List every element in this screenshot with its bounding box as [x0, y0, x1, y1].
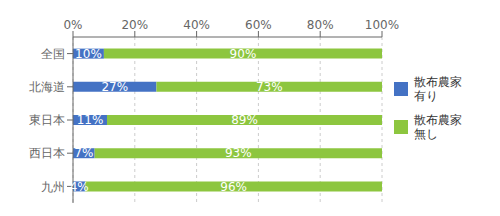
svg-text:東日本: 東日本 [29, 113, 65, 127]
svg-text:20%: 20% [121, 18, 148, 32]
html-text:無し: 無し [414, 127, 438, 141]
svg-text:93%: 93% [225, 146, 252, 160]
svg-text:10%: 10% [75, 47, 102, 61]
svg-text:4%: 4% [70, 180, 89, 194]
svg-text:全国: 全国 [41, 47, 65, 61]
svg-text:90%: 90% [230, 47, 257, 61]
svg-text:40%: 40% [183, 18, 210, 32]
svg-text:27%: 27% [101, 80, 128, 94]
svg-text:89%: 89% [231, 113, 258, 127]
html-text:散布農家: 散布農家 [414, 75, 462, 89]
svg-text:0%: 0% [63, 18, 82, 32]
svg-text:北海道: 北海道 [29, 80, 65, 94]
svg-text:73%: 73% [256, 80, 283, 94]
html-text:散布農家: 散布農家 [414, 113, 462, 127]
svg-text:96%: 96% [220, 180, 247, 194]
svg-text:7%: 7% [74, 146, 93, 160]
svg-text:100%: 100% [365, 18, 399, 32]
svg-text:九州: 九州 [41, 180, 65, 194]
svg-text:西日本: 西日本 [29, 146, 65, 160]
svg-text:60%: 60% [245, 18, 272, 32]
html-text:有り: 有り [414, 89, 438, 103]
svg-text:80%: 80% [307, 18, 334, 32]
svg-text:11%: 11% [77, 113, 104, 127]
